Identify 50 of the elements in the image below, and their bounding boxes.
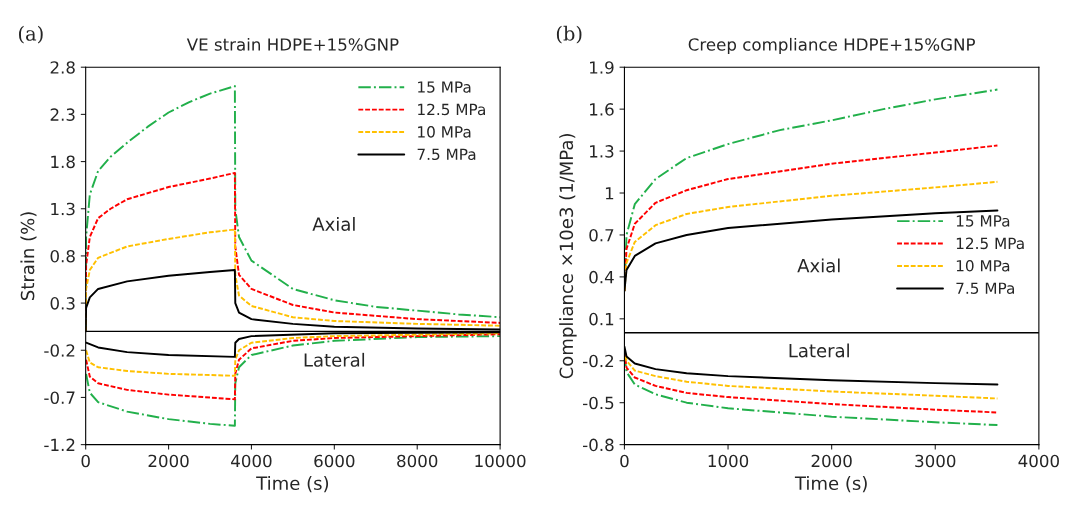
x-tick-label: 4000 (1018, 454, 1059, 468)
legend-label: 15 MPa (418, 81, 471, 93)
y-tick-label: 0.7 (589, 228, 614, 242)
y-tick-label: -1.2 (44, 438, 75, 451)
y-tick-label: 1.6 (590, 103, 614, 116)
x-tick-label: 4000 (231, 454, 272, 468)
x-tick-label: 10000 (475, 454, 526, 468)
y-tick-label: -0.5 (583, 396, 614, 410)
y-tick-label: 1.3 (590, 145, 614, 158)
text: (b) (556, 25, 582, 44)
y-axis-title: Compliance ×10e3 (1/MPa) (559, 134, 577, 379)
x-axis-title: Time (s) (794, 476, 867, 493)
x-tick-label: 3000 (915, 454, 956, 468)
y-tick-label: 2.8 (50, 61, 75, 74)
legend-label: 10 MPa (418, 126, 471, 138)
annotation: Axial (312, 216, 355, 231)
legend-label: 15 MPa (956, 215, 1010, 227)
y-tick-label: 0.1 (589, 312, 614, 326)
annotation: Lateral (789, 343, 849, 358)
x-tick-label: 0 (620, 454, 629, 468)
x-tick-label: 0 (81, 454, 90, 468)
legend-label: 10 MPa (956, 260, 1010, 272)
x-tick-label: 2000 (811, 454, 852, 468)
legend-label: 12.5 MPa (418, 103, 485, 116)
y-tick-label: -0.2 (44, 344, 75, 357)
text: (a) (19, 25, 43, 44)
x-tick-label: 6000 (314, 454, 355, 468)
legend-label: 7.5 MPa (956, 282, 1015, 294)
y-axis-title: Strain (%) (20, 212, 37, 300)
x-tick-label: 2000 (148, 454, 189, 468)
annotation: Lateral (304, 352, 365, 367)
y-tick-label: 1.9 (590, 61, 614, 74)
y-tick-label: 1.3 (51, 202, 75, 216)
y-tick-label: 0.8 (50, 249, 75, 263)
x-axis-title: Time (s) (256, 476, 329, 493)
y-tick-label: -0.8 (583, 438, 614, 452)
y-tick-label: 2.3 (50, 108, 75, 121)
x-tick-label: 1000 (708, 454, 749, 468)
y-tick-label: 0.4 (589, 270, 614, 284)
chart-title: Creep compliance HDPE+15%GNP (688, 37, 975, 55)
legend-label: 7.5 MPa (417, 148, 476, 161)
y-tick-label: 1.8 (51, 155, 75, 169)
y-tick-label: -0.2 (583, 354, 614, 368)
y-tick-label: -0.7 (44, 391, 75, 405)
chart-title: VE strain HDPE+15%GNP (186, 37, 399, 51)
y-tick-label: 1 (605, 187, 614, 200)
annotation: Axial (797, 258, 840, 273)
legend-label: 12.5 MPa (956, 237, 1024, 250)
y-tick-label: 0.3 (50, 297, 75, 310)
x-tick-label: 8000 (397, 454, 438, 468)
